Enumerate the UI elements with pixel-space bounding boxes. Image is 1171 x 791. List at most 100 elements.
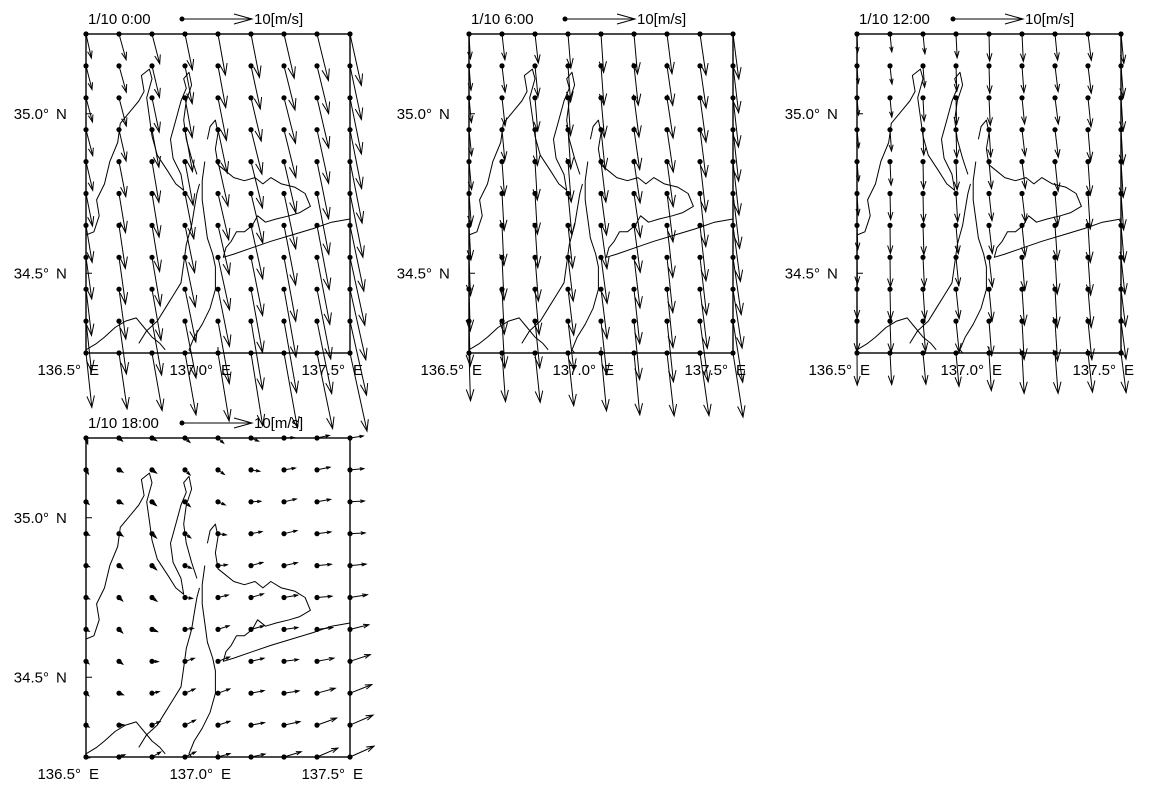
- wind-vector: [349, 65, 364, 121]
- wind-vector: [666, 129, 676, 174]
- wind-vector-head: [225, 720, 232, 725]
- wind-vector-head: [600, 223, 610, 237]
- wind-vector-head: [356, 245, 365, 259]
- wind-vector-head: [186, 125, 195, 140]
- wind-vector-head: [366, 745, 376, 752]
- wind-vector-shaft: [283, 225, 297, 286]
- time-label: 1/10 0:00: [88, 11, 151, 28]
- wind-vector-head: [889, 111, 894, 119]
- wind-vector-head: [1054, 83, 1061, 94]
- wind-vector-head: [120, 151, 128, 163]
- wind-vector-head: [118, 532, 125, 537]
- wind-vector: [250, 129, 264, 176]
- wind-vector-head: [326, 498, 333, 502]
- wind-vector-head: [84, 691, 90, 697]
- wind-vector-shaft: [217, 688, 231, 694]
- wind-vector: [250, 530, 264, 535]
- lat-hemisphere-label: N: [827, 265, 838, 282]
- wind-vector-shaft: [217, 65, 227, 108]
- wind-vector-head: [293, 561, 299, 566]
- wind-vector: [1086, 97, 1094, 129]
- wind-vector-head: [121, 83, 128, 94]
- wind-vector-shaft: [633, 33, 638, 74]
- wind-vector-head: [325, 466, 332, 470]
- wind-vector-shaft: [217, 321, 230, 384]
- wind-vector-head: [467, 82, 474, 92]
- wind-vector-head: [289, 273, 298, 287]
- wind-vector: [217, 501, 227, 506]
- wind-vector: [349, 562, 368, 567]
- wind-vector-head: [501, 52, 507, 62]
- wind-vector: [466, 225, 475, 262]
- wind-vector-shaft: [567, 257, 574, 302]
- wind-vector-head: [667, 126, 676, 140]
- wind-vector-shaft: [666, 33, 673, 74]
- wind-vector-shaft: [184, 65, 193, 104]
- wind-vector: [316, 97, 331, 150]
- wind-vector: [1019, 289, 1028, 327]
- wind-vector-shaft: [316, 161, 330, 219]
- wind-vector-head: [221, 194, 230, 208]
- wind-vector-head: [359, 382, 369, 397]
- wind-vector-head: [1085, 218, 1094, 231]
- wind-vector-shaft: [316, 225, 330, 290]
- wind-vector: [954, 33, 960, 60]
- wind-vector: [467, 161, 474, 192]
- wind-vector: [283, 561, 299, 567]
- coastline: [856, 317, 937, 351]
- wind-vector-shaft: [217, 129, 228, 174]
- wind-vector-head: [190, 688, 197, 692]
- wind-vector-shaft: [1087, 97, 1092, 127]
- wind-vector-shaft: [699, 33, 707, 75]
- wind-vector-head: [154, 54, 161, 66]
- wind-vector-shaft: [534, 257, 539, 302]
- wind-vector-origin: [215, 658, 221, 664]
- wind-vector: [283, 689, 301, 694]
- wind-vector-shaft: [699, 225, 707, 281]
- wind-vector: [151, 257, 163, 308]
- wind-vector-shaft: [151, 33, 161, 64]
- wind-vector-shaft: [988, 352, 992, 391]
- wind-vector-shaft: [283, 193, 297, 249]
- wind-vector-shaft: [501, 161, 505, 196]
- coastline: [909, 183, 971, 344]
- lon-hemisphere-label: E: [472, 362, 482, 379]
- wind-vector: [118, 352, 130, 411]
- wind-vector-shaft: [250, 561, 263, 567]
- wind-vector-head: [186, 92, 195, 106]
- wind-vector-shaft: [600, 97, 605, 138]
- wind-vector-shaft: [184, 193, 195, 239]
- wind-vector: [118, 33, 127, 62]
- wind-vector: [184, 65, 195, 106]
- wind-vector-shaft: [1120, 65, 1124, 98]
- wind-vector: [217, 129, 229, 175]
- wind-vector-head: [601, 362, 610, 377]
- wind-vector: [532, 129, 541, 168]
- wind-vector-head: [1054, 116, 1061, 126]
- wind-vector-head: [1054, 148, 1061, 159]
- wind-vector-head: [190, 657, 196, 662]
- wind-vector-shaft: [633, 321, 641, 380]
- wind-vector-shaft: [184, 97, 193, 138]
- wind-vector: [151, 65, 161, 99]
- wind-vector-head: [853, 375, 861, 387]
- wind-vector-shaft: [468, 225, 472, 261]
- wind-vector: [118, 65, 128, 94]
- wind-vector: [1054, 65, 1061, 94]
- wind-vector-head: [189, 329, 198, 344]
- wind-vector: [250, 352, 266, 428]
- wind-vector: [499, 257, 508, 302]
- wind-vector: [853, 289, 861, 320]
- wind-vector: [954, 193, 961, 224]
- wind-vector-shaft: [283, 352, 298, 428]
- wind-vector-head: [365, 714, 375, 721]
- wind-vector: [184, 751, 198, 758]
- wind-vector: [565, 65, 574, 104]
- wind-vector-shaft: [988, 161, 992, 189]
- wind-vector-head: [331, 747, 340, 753]
- wind-vector-head: [922, 47, 927, 56]
- wind-vector-shaft: [666, 193, 674, 242]
- wind-vector-head: [920, 213, 927, 224]
- wind-vector-shaft: [1120, 352, 1127, 393]
- wind-vector-shaft: [633, 289, 641, 344]
